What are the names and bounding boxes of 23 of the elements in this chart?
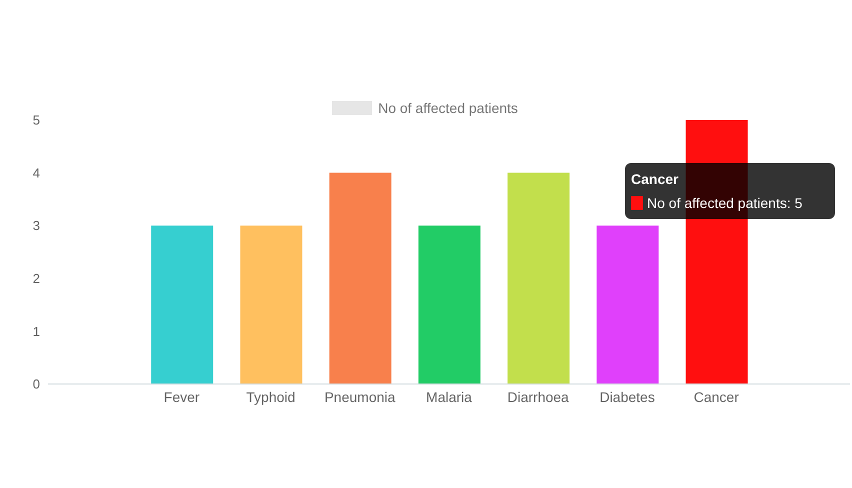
annotation: No of affected patients: 5 <box>647 195 802 211</box>
y-tick-label: 0 <box>32 376 40 392</box>
y-tick-label: 2 <box>32 271 40 286</box>
x-tick-label: Fever <box>164 388 200 405</box>
bar <box>596 226 659 384</box>
bar <box>151 226 214 384</box>
tooltip-box: Cancer No of affected patients: 5 <box>625 163 835 219</box>
bar <box>508 172 570 384</box>
y-tick-label: 1 <box>32 324 40 339</box>
x-tick-label: Pneumonia <box>324 388 396 405</box>
y-tick-label: 4 <box>32 165 40 180</box>
x-tick-label: Cancer <box>694 388 740 405</box>
y-tick-label: 5 <box>32 112 40 128</box>
x-tick-label: Malaria <box>426 388 472 405</box>
bar <box>329 172 392 384</box>
x-tick-label: Diarrhoea <box>507 388 570 405</box>
text: No of affected patients <box>378 100 518 116</box>
bar <box>240 226 302 384</box>
bar <box>418 226 480 384</box>
y-tick-label: 3 <box>32 218 40 234</box>
annotation: Cancer <box>631 171 680 187</box>
x-tick-label: Typhoid <box>246 388 296 405</box>
x-tick-label: Diabetes <box>600 388 655 405</box>
